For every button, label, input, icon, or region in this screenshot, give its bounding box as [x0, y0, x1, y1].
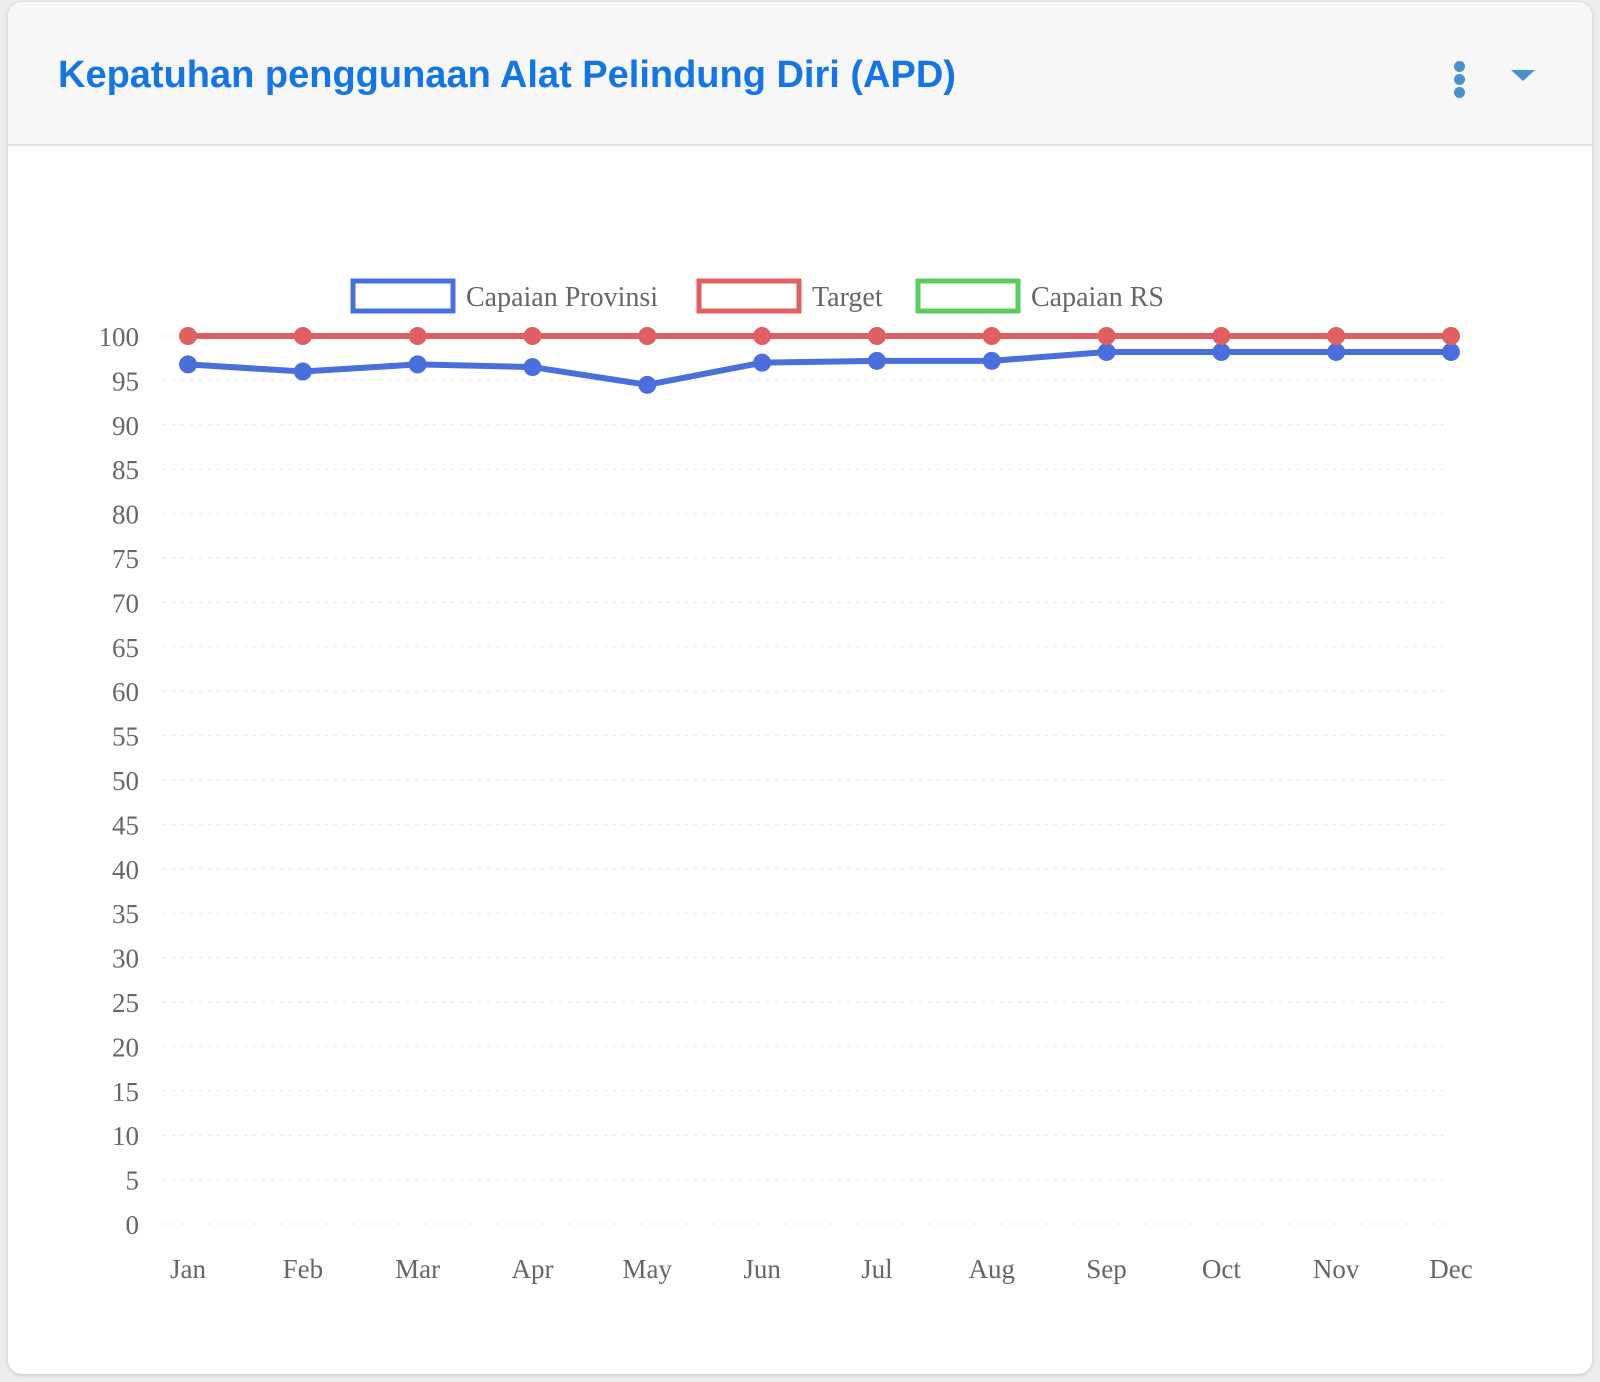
y-tick-label: 50 [112, 766, 139, 796]
data-point[interactable] [523, 327, 542, 345]
x-tick-label: Jan [170, 1254, 206, 1284]
x-tick-label: Jun [743, 1254, 781, 1284]
data-point[interactable] [1327, 342, 1346, 361]
x-tick-label: Apr [511, 1254, 553, 1284]
data-point[interactable] [1327, 327, 1346, 345]
y-tick-label: 25 [112, 988, 139, 1018]
plot-area [179, 327, 1460, 394]
series-line [185, 348, 1454, 388]
y-tick-label: 95 [112, 366, 139, 396]
x-tick-label: Dec [1429, 1254, 1472, 1284]
legend-label[interactable]: Capaian RS [1031, 282, 1164, 313]
y-tick-label: 5 [126, 1166, 140, 1196]
y-tick-label: 10 [112, 1121, 139, 1151]
data-point[interactable] [1442, 327, 1460, 345]
y-tick-label: 45 [112, 810, 139, 840]
data-point[interactable] [982, 327, 1001, 345]
y-tick-label: 90 [112, 411, 139, 441]
data-point[interactable] [982, 351, 1001, 370]
caret-down-icon[interactable] [1508, 62, 1538, 88]
legend-swatch[interactable] [915, 278, 1021, 314]
x-tick-label: Aug [968, 1254, 1015, 1284]
line-chart: Capaian Provinsi Target Capaian RS 0 5 10 15 2… [99, 278, 1473, 1284]
y-tick-label: 0 [126, 1210, 140, 1240]
data-point[interactable] [1097, 342, 1116, 361]
y-tick-label: 85 [112, 455, 139, 485]
y-tick-label: 65 [112, 633, 139, 663]
legend-swatch[interactable] [696, 278, 802, 314]
x-tick-label: Sep [1086, 1254, 1127, 1284]
data-point[interactable] [293, 327, 312, 345]
y-tick-label: 15 [112, 1077, 139, 1107]
data-point[interactable] [753, 327, 772, 345]
x-tick-label: Oct [1202, 1254, 1241, 1284]
y-tick-label: 60 [112, 677, 139, 707]
y-tick-label: 80 [112, 500, 139, 530]
chart-card: Kepatuhan penggunaan Alat Pelindung Diri… [8, 2, 1592, 1374]
legend-label[interactable]: Capaian Provinsi [466, 282, 658, 313]
data-point[interactable] [408, 355, 427, 374]
data-point[interactable] [867, 327, 886, 345]
legend-label[interactable]: Target [812, 282, 883, 313]
data-point[interactable] [179, 327, 197, 345]
y-tick-label: 55 [112, 722, 139, 752]
data-point[interactable] [638, 327, 657, 345]
y-tick-label: 70 [112, 588, 139, 618]
data-point[interactable] [1097, 327, 1116, 345]
legend-swatch[interactable] [350, 278, 456, 314]
card-title: Kepatuhan penggunaan Alat Pelindung Diri… [58, 54, 956, 96]
y-axis: 0 5 10 15 20 25 30 35 40 45 50 55 60 65 70 75 80 85 90 95 10… [99, 322, 1451, 1240]
y-tick-label: 20 [112, 1032, 139, 1062]
y-tick-label: 40 [112, 855, 139, 885]
data-point[interactable] [179, 355, 197, 374]
x-tick-label: Nov [1313, 1254, 1360, 1284]
y-tick-label: 100 [99, 322, 140, 352]
chart-legend: Capaian Provinsi Target Capaian RS [350, 278, 1164, 314]
y-tick-label: 30 [112, 944, 139, 974]
x-tick-label: Mar [395, 1254, 440, 1284]
data-point[interactable] [408, 327, 427, 345]
data-point[interactable] [753, 353, 772, 372]
data-point[interactable] [1212, 327, 1231, 345]
x-tick-label: Feb [283, 1254, 324, 1284]
data-point[interactable] [1212, 342, 1231, 361]
y-tick-label: 35 [112, 899, 139, 929]
dots-vertical-icon[interactable] [1448, 57, 1472, 101]
data-point[interactable] [638, 375, 657, 394]
x-axis: Jan Feb Mar Apr May Jun Jul Aug Sep Oct Nov Dec [170, 1254, 1473, 1284]
y-tick-label: 75 [112, 544, 139, 574]
card-header: Kepatuhan penggunaan Alat Pelindung Diri… [8, 2, 1592, 146]
data-point[interactable] [867, 351, 886, 370]
data-point[interactable] [523, 358, 542, 377]
x-tick-label: May [623, 1254, 673, 1284]
data-point[interactable] [293, 362, 312, 381]
data-point[interactable] [1442, 342, 1460, 361]
x-tick-label: Jul [861, 1254, 893, 1284]
